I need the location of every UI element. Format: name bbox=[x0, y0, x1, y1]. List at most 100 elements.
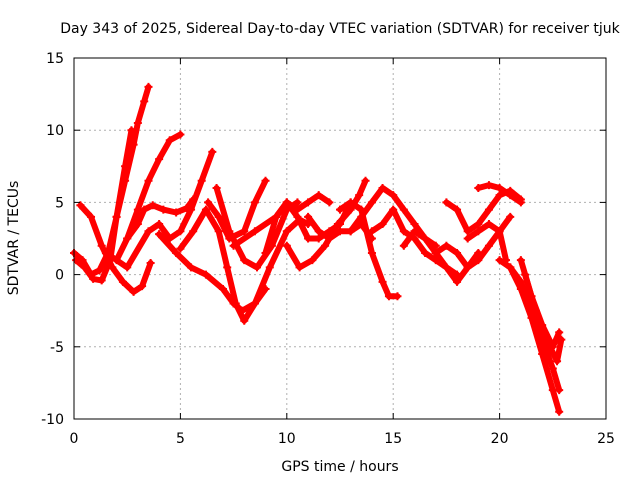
data-point bbox=[557, 335, 566, 344]
data-point bbox=[223, 263, 232, 272]
data-point bbox=[495, 191, 504, 200]
data-point bbox=[495, 183, 504, 192]
data-point bbox=[189, 195, 198, 204]
data-point bbox=[140, 97, 149, 106]
data-point bbox=[182, 204, 191, 213]
data-point bbox=[314, 227, 323, 236]
y-axis-title: SDTVAR / TECUs bbox=[6, 181, 22, 296]
data-point bbox=[293, 212, 302, 221]
data-point bbox=[463, 234, 472, 243]
data-point bbox=[474, 220, 483, 229]
data-point bbox=[516, 285, 525, 294]
y-tick-label: 15 bbox=[46, 51, 64, 67]
data-point bbox=[129, 287, 138, 296]
data-point bbox=[463, 227, 472, 236]
data-point bbox=[187, 263, 196, 272]
data-point bbox=[133, 118, 142, 127]
data-point bbox=[410, 227, 419, 236]
data-point bbox=[155, 155, 164, 164]
data-point bbox=[112, 212, 121, 221]
data-point bbox=[250, 198, 259, 207]
data-point bbox=[265, 263, 274, 272]
data-point bbox=[282, 198, 291, 207]
data-point bbox=[453, 205, 462, 214]
x-tick-label: 5 bbox=[176, 431, 185, 447]
data-point bbox=[231, 299, 240, 308]
data-point bbox=[421, 234, 430, 243]
series-sat-x bbox=[507, 264, 563, 415]
data-point bbox=[144, 227, 153, 236]
data-point bbox=[336, 227, 344, 236]
data-point bbox=[72, 256, 81, 265]
data-point bbox=[87, 212, 96, 221]
data-point bbox=[172, 248, 181, 257]
data-point bbox=[555, 407, 564, 416]
data-point bbox=[548, 364, 557, 373]
data-point bbox=[442, 263, 451, 272]
data-point bbox=[346, 227, 355, 236]
data-point bbox=[531, 306, 540, 315]
plot-frame bbox=[73, 57, 607, 420]
data-point bbox=[214, 212, 223, 221]
data-point bbox=[484, 220, 493, 229]
data-point bbox=[378, 183, 387, 192]
data-point bbox=[261, 176, 270, 185]
data-point bbox=[293, 198, 302, 207]
data-point bbox=[272, 212, 281, 221]
series-sat-b bbox=[73, 127, 135, 284]
data-point bbox=[325, 198, 334, 207]
data-point bbox=[453, 277, 462, 286]
data-point bbox=[155, 230, 164, 239]
data-point bbox=[76, 201, 85, 210]
data-point bbox=[148, 201, 157, 210]
data-point bbox=[548, 386, 557, 395]
data-point bbox=[165, 234, 174, 243]
data-point bbox=[321, 241, 330, 250]
data-point bbox=[204, 198, 213, 207]
data-point bbox=[225, 227, 234, 236]
data-point bbox=[421, 248, 430, 257]
data-point bbox=[474, 227, 483, 236]
data-point bbox=[89, 274, 98, 283]
data-point bbox=[121, 162, 130, 171]
data-point bbox=[208, 147, 217, 156]
data-point bbox=[442, 198, 451, 207]
data-point bbox=[97, 276, 106, 285]
y-tick-label: 5 bbox=[55, 195, 64, 211]
data-point bbox=[138, 282, 147, 291]
data-point bbox=[506, 212, 515, 221]
data-point bbox=[308, 256, 317, 265]
data-point bbox=[133, 220, 142, 229]
data-point bbox=[123, 234, 132, 243]
data-point bbox=[176, 227, 185, 236]
data-point bbox=[538, 350, 547, 359]
data-point bbox=[521, 270, 530, 279]
data-point bbox=[506, 191, 515, 200]
data-point bbox=[261, 248, 270, 257]
data-point bbox=[384, 292, 393, 301]
data-point bbox=[399, 227, 408, 236]
data-point bbox=[201, 205, 210, 214]
data-point bbox=[410, 220, 419, 229]
x-tick-label: 15 bbox=[384, 431, 402, 447]
data-point bbox=[516, 198, 525, 207]
data-point bbox=[146, 259, 155, 268]
data-point bbox=[201, 270, 210, 279]
data-point bbox=[304, 234, 313, 243]
data-point bbox=[442, 241, 451, 250]
data-point bbox=[250, 299, 259, 308]
data-point bbox=[123, 263, 132, 272]
data-point bbox=[474, 256, 483, 265]
data-point bbox=[97, 241, 106, 250]
data-point bbox=[484, 241, 493, 250]
data-point bbox=[389, 205, 398, 214]
data-point bbox=[140, 205, 149, 214]
data-point bbox=[553, 357, 562, 366]
x-axis-title: GPS time / hours bbox=[281, 459, 398, 475]
y-tick-label: 0 bbox=[55, 268, 64, 284]
data-point bbox=[484, 205, 493, 214]
data-point bbox=[393, 292, 402, 301]
series-sat-i bbox=[205, 177, 269, 242]
data-point bbox=[282, 227, 291, 236]
